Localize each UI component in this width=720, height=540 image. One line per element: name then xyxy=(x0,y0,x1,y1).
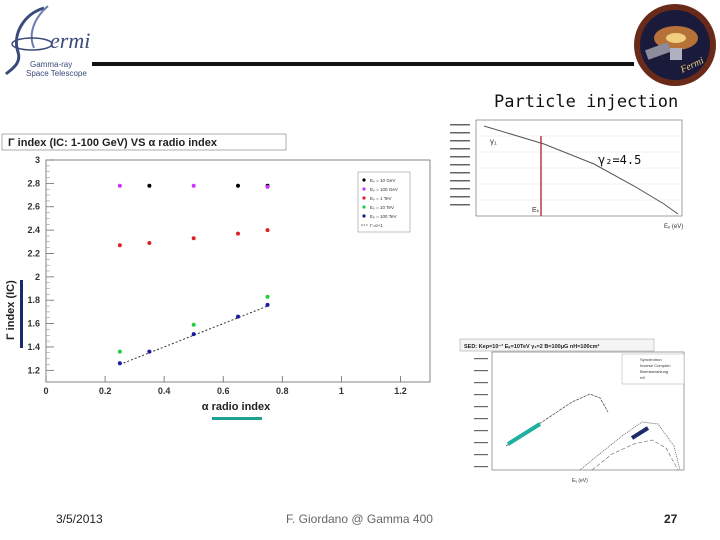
data-point-series-1 xyxy=(265,184,270,189)
fermi-swirl-icon xyxy=(4,5,53,76)
data-point-series-4 xyxy=(191,332,196,337)
gamma-data-highlight xyxy=(630,426,650,440)
header-rule xyxy=(92,62,634,66)
x-tick-label: 0.8 xyxy=(276,386,289,396)
x-tick-label: 0.4 xyxy=(158,386,171,396)
y-tick-label: 2.8 xyxy=(27,178,40,188)
y-tick-label: 1.6 xyxy=(27,319,40,329)
fermi-logo: ermi Gamma-ray Space Telescope xyxy=(4,4,104,80)
data-point-series-0 xyxy=(147,183,152,188)
fermi-badge: Fermi xyxy=(632,2,718,88)
x-tick-label: 0.2 xyxy=(99,386,112,396)
particle-spectrum-chart: γ₁ γ₂=4.5 Eₖ Eₑ (eV) xyxy=(444,116,690,232)
sed-brems-curve xyxy=(591,439,679,471)
data-point-series-2 xyxy=(265,228,270,233)
spectrum-x-label: Eₑ (eV) xyxy=(664,224,683,230)
logo-line1: Gamma-ray xyxy=(30,60,73,69)
y-tick-label: 3 xyxy=(35,155,40,165)
y-tick-label: 1.4 xyxy=(27,342,40,352)
legend-marker-0 xyxy=(362,178,366,182)
main-chart-title: Γ index (IC: 1-100 GeV) VS α radio index xyxy=(8,137,218,149)
spectrum-svg: γ₁ γ₂=4.5 Eₖ Eₑ (eV) xyxy=(444,116,690,232)
x-tick-label: 1.2 xyxy=(394,386,407,396)
data-point-series-4 xyxy=(117,361,122,366)
data-point-series-2 xyxy=(117,243,122,248)
legend-fit-label: Γ=α+1 xyxy=(370,223,383,228)
sed-title: SED: Kep=10⁻³ Eₖ=10TeV γ₁=2 B=100μG nH=1… xyxy=(464,343,600,350)
break-energy-annotation: Eₖ xyxy=(532,207,540,214)
data-point-series-2 xyxy=(236,231,240,236)
logo-word: ermi xyxy=(50,28,91,53)
data-point-series-3 xyxy=(117,349,122,354)
x-tick-label: 0 xyxy=(43,386,48,396)
y-tick-label: 1.8 xyxy=(27,295,40,305)
y-tick-label: 2 xyxy=(35,272,40,282)
sed-x-label: Eᵧ (eV) xyxy=(572,478,588,484)
radio-data-highlight xyxy=(506,422,542,446)
y-tick-label: 1.2 xyxy=(27,365,40,375)
gamma-vs-alpha-chart: Γ index (IC: 1-100 GeV) VS α radio index… xyxy=(0,130,436,426)
slide-subtitle: Particle injection xyxy=(494,92,679,112)
legend-marker-1 xyxy=(362,187,366,191)
y-tick-label: 2.4 xyxy=(27,225,40,235)
sed-ic-curve xyxy=(579,421,681,471)
sed-legend-brems: Bremsstrahlung xyxy=(640,369,668,374)
x-label-highlight xyxy=(212,417,262,420)
sed-legend-ic: Inverse Compton xyxy=(640,363,670,368)
x-tick-label: 1 xyxy=(339,386,344,396)
fit-line xyxy=(119,305,268,365)
spectrum-curve xyxy=(483,125,679,215)
sed-legend-pi0: π0 xyxy=(640,375,646,380)
logo-line2: Space Telescope xyxy=(26,69,87,78)
y-tick-label: 2.6 xyxy=(27,202,40,212)
gamma2-annotation: γ₂=4.5 xyxy=(598,153,641,167)
sed-chart: SED: Kep=10⁻³ Eₖ=10TeV γ₁=2 B=100μG nH=1… xyxy=(452,336,690,486)
mission-badge-icon xyxy=(634,4,716,86)
x-tick-label: 0.6 xyxy=(217,386,230,396)
footer-author: F. Giordano @ Gamma 400 xyxy=(286,512,433,526)
main-legend xyxy=(357,171,411,233)
footer-page-number: 27 xyxy=(664,512,678,526)
data-point-series-2 xyxy=(191,236,196,241)
legend-label-3: Eₚ = 10 TeV xyxy=(370,205,394,210)
legend-marker-2 xyxy=(362,196,366,200)
data-point-series-1 xyxy=(191,183,196,188)
sed-legend-synchrotron: Synchrotron xyxy=(640,357,662,362)
legend-label-0: Eₚ = 10 GeV xyxy=(370,178,395,183)
gamma1-annotation: γ₁ xyxy=(490,137,497,146)
data-point-series-4 xyxy=(236,314,240,319)
legend-marker-3 xyxy=(362,205,366,209)
legend-label-1: Eₚ = 100 GeV xyxy=(370,187,398,192)
sed-legend xyxy=(621,353,685,385)
x-axis-label: α radio index xyxy=(202,401,271,413)
data-point-series-4 xyxy=(147,349,152,354)
y-tick-label: 2.2 xyxy=(27,248,40,258)
data-point-series-3 xyxy=(265,294,270,299)
data-point-series-0 xyxy=(236,183,240,188)
footer-date: 3/5/2013 xyxy=(56,512,103,526)
data-point-series-1 xyxy=(117,183,122,188)
y-axis-label: Γ index (IC) xyxy=(5,280,17,340)
data-point-series-2 xyxy=(147,240,152,245)
legend-label-4: Eₚ = 100 TeV xyxy=(370,214,397,219)
y-label-highlight xyxy=(20,280,23,348)
data-point-series-4 xyxy=(265,302,270,307)
legend-marker-4 xyxy=(362,214,366,218)
data-point-series-3 xyxy=(191,322,196,327)
sed-svg: SED: Kep=10⁻³ Eₖ=10TeV γ₁=2 B=100μG nH=1… xyxy=(452,336,690,486)
legend-label-2: Eₚ = 1 TeV xyxy=(370,196,391,201)
main-chart-svg: Γ index (IC: 1-100 GeV) VS α radio index… xyxy=(0,130,436,426)
